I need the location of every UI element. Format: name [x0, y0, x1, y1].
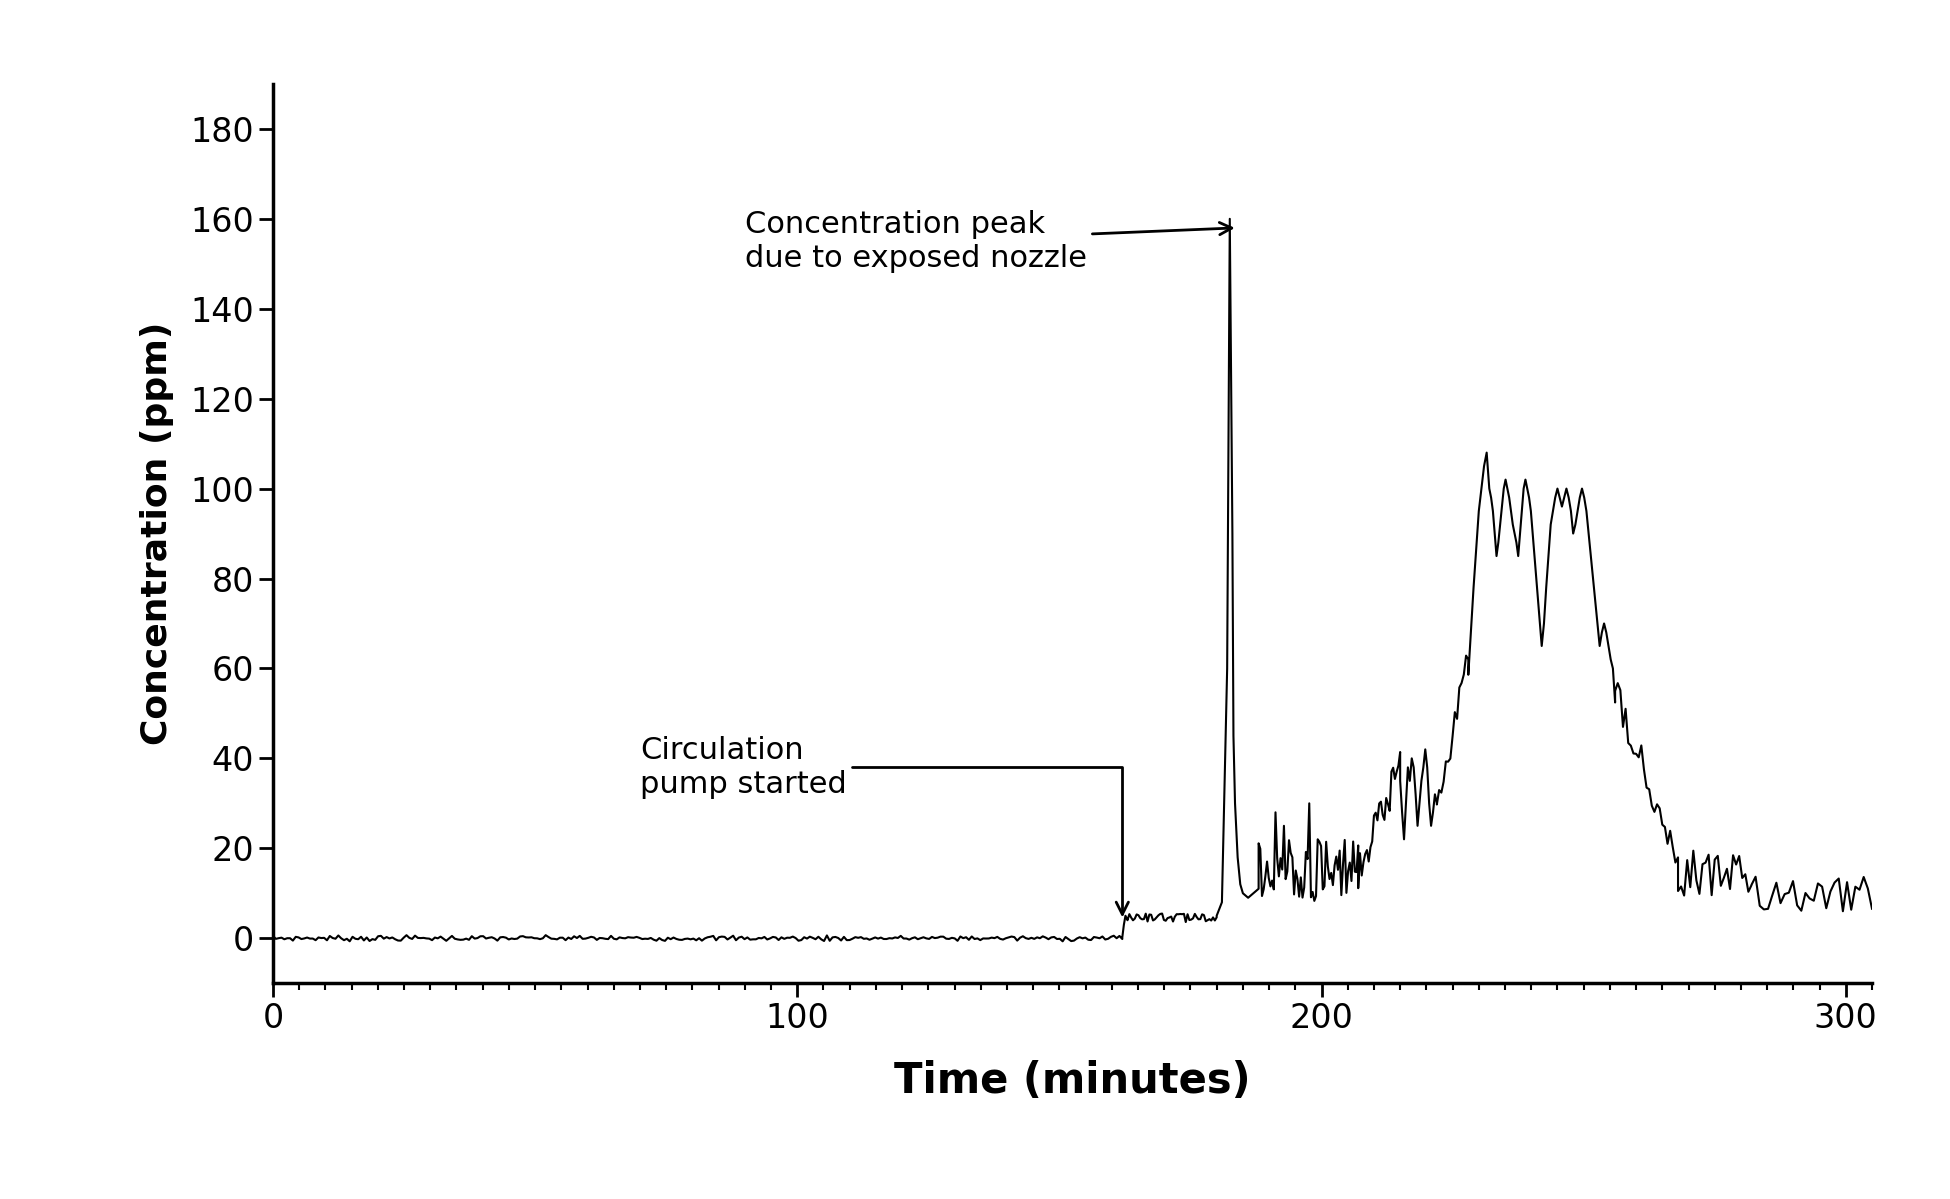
Y-axis label: Concentration (ppm): Concentration (ppm): [140, 321, 174, 746]
Text: Concentration peak
due to exposed nozzle: Concentration peak due to exposed nozzle: [745, 210, 1232, 272]
Text: Circulation
pump started: Circulation pump started: [640, 736, 1129, 915]
X-axis label: Time (minutes): Time (minutes): [895, 1060, 1250, 1102]
